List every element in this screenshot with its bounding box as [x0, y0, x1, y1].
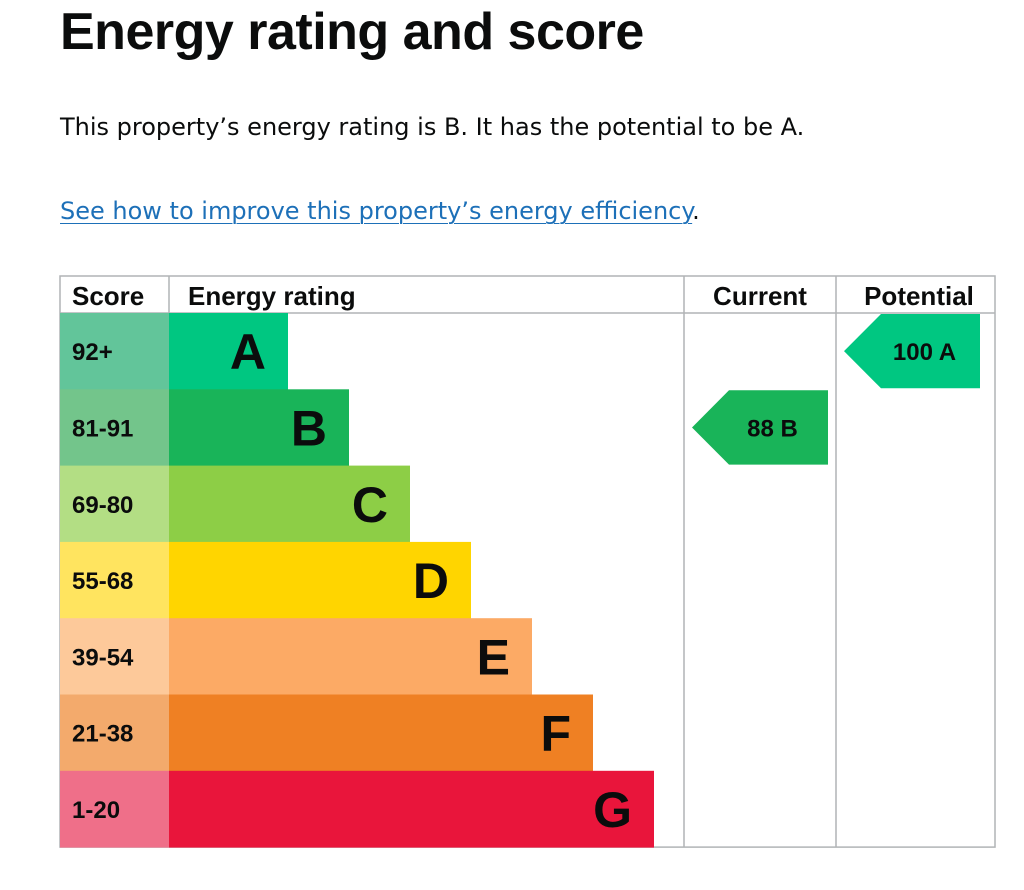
header-energy-rating: Energy rating [188, 281, 356, 311]
score-range-c: 69-80 [72, 492, 133, 519]
rating-letter-b: B [291, 400, 327, 456]
header-potential: Potential [864, 281, 974, 311]
score-cell-d [60, 541, 169, 619]
rating-letter-g: G [593, 782, 632, 838]
score-cell-c [60, 465, 169, 543]
page-title: Energy rating and score [60, 3, 644, 61]
score-range-g: 1-20 [72, 797, 120, 824]
header-current: Current [713, 281, 807, 311]
score-range-d: 55-68 [72, 568, 133, 595]
rating-bar-d [169, 541, 471, 619]
score-cell-e [60, 618, 169, 695]
rating-bar-b [169, 389, 349, 467]
rating-bar-g [169, 770, 654, 848]
rating-bar-e [169, 618, 532, 695]
current-rating-label: 88 B [747, 415, 798, 442]
score-cell-b [60, 389, 169, 467]
rating-letter-a: A [230, 324, 266, 380]
score-cell-g [60, 770, 169, 848]
score-range-f: 21-38 [72, 721, 133, 748]
improve-link-suffix: . [692, 197, 700, 225]
rating-bar-c [169, 465, 410, 543]
rating-bar-f [169, 694, 593, 772]
rating-summary: This property’s energy rating is B. It h… [60, 113, 805, 141]
potential-arrow [844, 314, 980, 389]
improve-link-line: See how to improve this property’s energ… [60, 194, 700, 228]
current-arrow [692, 390, 828, 465]
score-cell-f [60, 694, 169, 772]
score-range-a: 92+ [72, 339, 113, 366]
rating-letter-f: F [540, 706, 571, 762]
rating-letter-e: E [477, 629, 510, 685]
score-range-b: 81-91 [72, 415, 133, 442]
score-range-e: 39-54 [72, 644, 134, 671]
score-cell-a [60, 313, 169, 390]
header-score: Score [72, 281, 144, 311]
potential-rating-label: 100 A [893, 339, 956, 366]
rating-letter-c: C [352, 477, 388, 533]
rating-letter-d: D [413, 553, 449, 609]
improve-efficiency-link[interactable]: See how to improve this property’s energ… [60, 197, 693, 225]
rating-bar-a [169, 313, 288, 390]
